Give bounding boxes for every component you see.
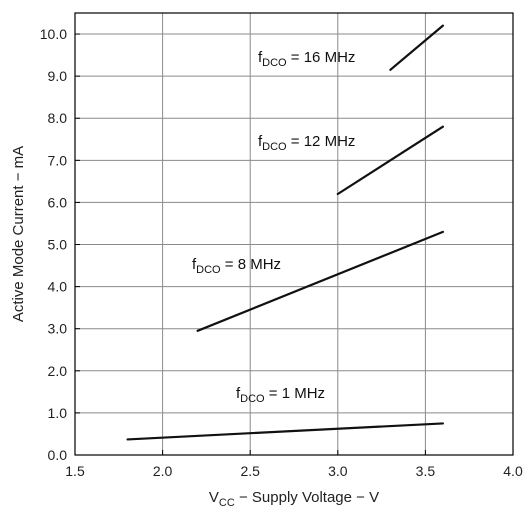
y-tick-label: 4.0 [48, 279, 68, 295]
y-tick-label: 2.0 [48, 363, 68, 379]
y-tick-label: 3.0 [48, 321, 68, 337]
x-tick-label: 3.5 [416, 463, 436, 479]
series-labels: fDCO = 16 MHz fDCO = 12 MHz fDCO = 8 MHz fD… [192, 49, 355, 405]
series-label-1: fDCO = 12 MHz [258, 133, 355, 153]
x-tick-label: 3.0 [328, 463, 348, 479]
plot-frame [74, 12, 514, 456]
x-tick-label: 2.0 [153, 463, 173, 479]
series-line-2 [196, 230, 445, 332]
x-tick-label: 1.5 [65, 463, 85, 479]
y-tick-label: 7.0 [48, 152, 68, 168]
series-label-2: fDCO = 8 MHz [192, 256, 281, 276]
y-tick-label: 10.0 [40, 26, 67, 42]
series-label-0: fDCO = 16 MHz [258, 49, 355, 69]
y-tick-label: 5.0 [48, 237, 68, 253]
x-tick-label: 2.5 [240, 463, 260, 479]
y-tick-label: 6.0 [48, 194, 68, 210]
x-axis-title: VCC − Supply Voltage − V [209, 489, 379, 509]
y-tick-label: 0.0 [48, 447, 68, 463]
y-tick-label: 9.0 [48, 68, 68, 84]
series-lines [126, 24, 445, 441]
y-tick-label: 8.0 [48, 110, 68, 126]
x-tick-label: 4.0 [503, 463, 523, 479]
y-tick-label: 1.0 [48, 405, 68, 421]
series-label-3: fDCO = 1 MHz [236, 385, 325, 405]
y-axis-title: Active Mode Current − mA [10, 146, 27, 322]
axes: 0.0 1.0 2.0 3.0 4.0 5.0 6.0 7.0 8.0 9.0 10.0 1.5 2.0… [10, 12, 523, 509]
series-line-3 [126, 422, 445, 441]
series-line-1 [336, 125, 445, 196]
series-line-0 [389, 24, 445, 71]
